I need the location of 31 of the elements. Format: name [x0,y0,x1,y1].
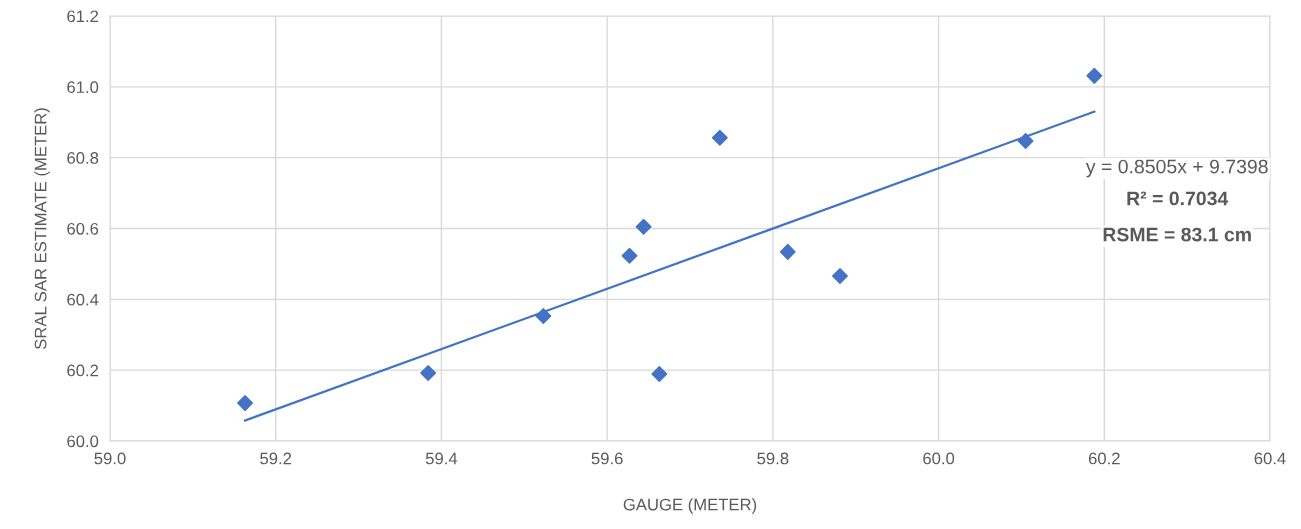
annotation: RSME = 83.1 cm [1103,227,1251,242]
point [621,247,638,264]
point [1017,133,1034,149]
y-axis-title: SRAL SAR ESTIMATE (METER) [34,108,50,350]
point [711,129,728,146]
x-axis-title: GAUGE (METER) [623,498,757,514]
annotation: y = 0.8505x + 9.7398 [1085,159,1268,178]
point [535,308,552,324]
point [651,366,668,383]
point [1086,67,1103,84]
y-tick-label: 60.4 [67,293,99,306]
y-tick-label: 61.2 [67,10,99,23]
annotation: R² = 0.7034 [1127,191,1229,206]
point [831,267,848,284]
y-tick-label: 60.0 [67,435,99,448]
y-tick-label: 60.8 [67,152,99,164]
y-tick-label: 60.2 [67,364,99,377]
y-tick-label: 60.6 [67,222,99,235]
point [779,243,796,260]
x-tick-label: 59.6 [591,452,623,465]
x-tick-label: 60.2 [1088,452,1120,465]
x-tick-label: 60.0 [923,452,955,465]
point [420,365,437,381]
point [237,395,254,412]
x-tick-label: 60.4 [1254,452,1286,465]
x-tick-label: 59.8 [757,452,789,465]
x-tick-label: 59.4 [425,452,458,465]
x-tick-label: 59.2 [260,452,292,465]
point [635,218,652,235]
y-tick-label: 61.0 [67,81,99,94]
x-tick-label: 59.0 [94,452,126,465]
